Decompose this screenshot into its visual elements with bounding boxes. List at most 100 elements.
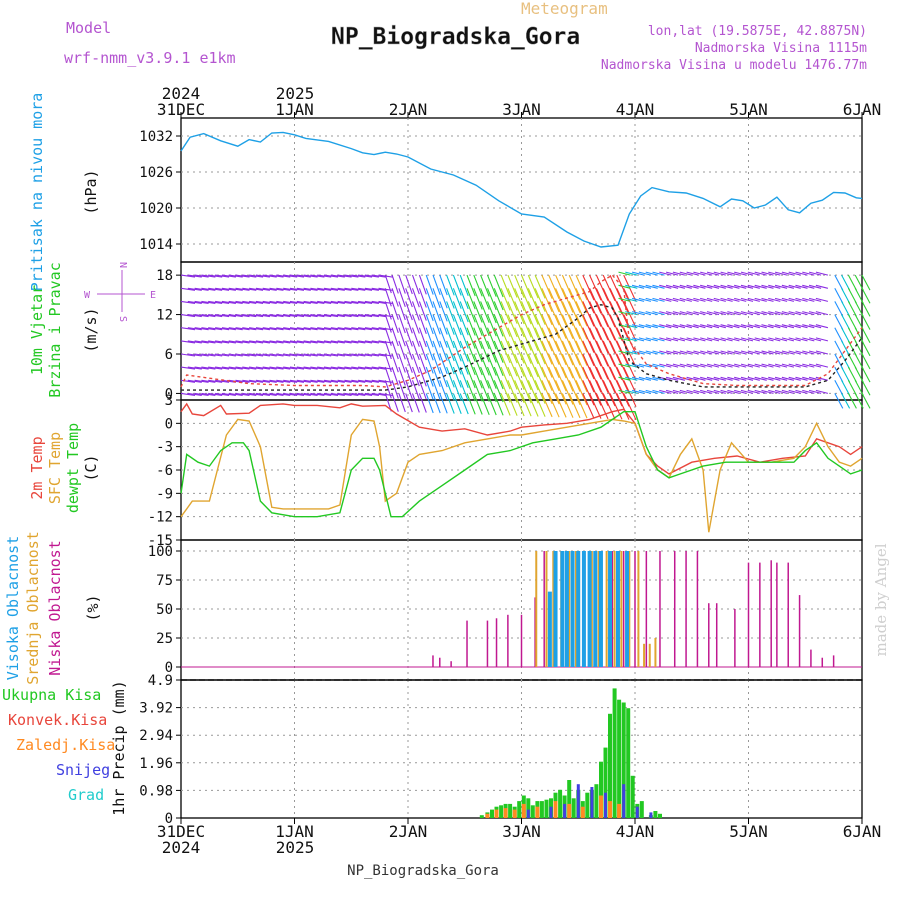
wind-barb (351, 287, 366, 291)
wind-barb (446, 340, 455, 362)
wind-barb (296, 392, 311, 396)
wind-barb (201, 300, 216, 304)
wind-barb (310, 327, 325, 331)
wind-barb (351, 314, 366, 318)
wind-barb (215, 340, 230, 344)
wind-barb (364, 274, 379, 278)
precip-rain-bar (544, 799, 549, 818)
wind-barb (344, 392, 359, 396)
precip-frozen-bar (608, 801, 612, 818)
wind-barb (493, 314, 504, 337)
wind-barb (242, 366, 257, 370)
wind-barb (201, 327, 216, 331)
wind-barb (276, 300, 291, 304)
wind-barb (317, 392, 332, 396)
wind-barb (747, 350, 760, 355)
precip-frozen-bar (521, 803, 526, 818)
wind-barb (618, 284, 631, 289)
y-tick-label: 1014 (139, 237, 173, 253)
cloud-panel: Visoka Oblacnost Srednja Oblacnost Niska… (4, 531, 862, 685)
wind-barb (235, 379, 250, 383)
wind-barb (269, 274, 284, 278)
wind-barb (242, 379, 257, 383)
wind-barb (201, 274, 216, 278)
wind-barb (473, 301, 483, 323)
model-name: wrf-nmm_v3.9.1 e1km (64, 49, 236, 67)
wind-barb (761, 271, 774, 276)
wind-barb (754, 297, 767, 302)
wind-barb (672, 311, 686, 316)
wind-barb (616, 393, 630, 420)
y-tick-label: 18 (156, 268, 173, 284)
wind-barb (330, 300, 345, 304)
wind-barb (795, 376, 808, 381)
wind-barb (418, 314, 427, 334)
wind-barb (432, 327, 441, 348)
y-tick-label: 100 (148, 544, 173, 560)
wind-barb (303, 314, 318, 318)
wind-barb (323, 274, 339, 278)
wind-barb (337, 366, 352, 370)
wind-barb (371, 366, 386, 370)
wind-barb (693, 311, 706, 316)
wind-barb (180, 327, 196, 331)
wind-barb (507, 274, 518, 298)
wind-barb (446, 314, 455, 335)
wind-barb (706, 350, 720, 355)
wind-barb (609, 340, 623, 368)
compass-s: S (117, 316, 128, 322)
wind-barb (187, 274, 202, 278)
y-tick-label: 0.98 (139, 783, 173, 799)
wind-barb (720, 284, 733, 289)
wind-barb (466, 288, 476, 310)
wind-barb (808, 297, 822, 302)
wind-barb (351, 392, 366, 396)
y-tick-label: 4.9 (148, 673, 173, 689)
wind-barb (289, 353, 305, 357)
wind-barb (255, 353, 270, 357)
wind-barb (351, 340, 366, 344)
wind-barb (625, 271, 638, 276)
wind-barb (747, 311, 760, 316)
pressure-unit: (hPa) (82, 169, 100, 214)
wind-barb (602, 393, 616, 420)
wind-barb (310, 300, 325, 304)
wind-barb (228, 274, 243, 278)
wind-barb (317, 300, 332, 304)
precip-rain-bar (567, 780, 572, 818)
wind-barb (847, 288, 857, 304)
precip-snow-bar (576, 784, 580, 818)
precip-snow-bar (526, 809, 530, 818)
y-tick-label: 1.96 (139, 756, 173, 772)
wind-barb (645, 271, 658, 276)
wind-barb (480, 353, 490, 376)
wind-barb (439, 314, 448, 335)
precip-frozen-bar (617, 803, 622, 818)
wind-barb (446, 380, 455, 401)
time-label-top: 6JAN (843, 100, 882, 119)
wind-barb (534, 353, 546, 378)
wind-barb (774, 284, 788, 289)
year-top-2025: 2025 (276, 84, 315, 103)
wind-barb (700, 284, 713, 289)
wind-barb (228, 353, 243, 357)
wind-barb (493, 327, 504, 350)
wind-barb (700, 311, 713, 316)
wind-barb (672, 297, 686, 302)
wind-barb (781, 337, 795, 342)
wind-barb (351, 379, 366, 383)
wind-barb (795, 350, 808, 355)
wind-barb (802, 389, 815, 394)
wind-barb (330, 353, 345, 357)
compass-w: W (84, 290, 91, 301)
wind-barb (411, 393, 420, 413)
wind-barb (194, 314, 209, 318)
wind-barb (686, 271, 699, 276)
wind-barb (473, 274, 483, 297)
wind-barb (602, 340, 616, 367)
wind-barb (228, 327, 243, 331)
wind-barb (194, 353, 209, 357)
wind-barb (351, 300, 366, 304)
wind-barb (411, 327, 420, 347)
wind-barb (330, 327, 345, 331)
